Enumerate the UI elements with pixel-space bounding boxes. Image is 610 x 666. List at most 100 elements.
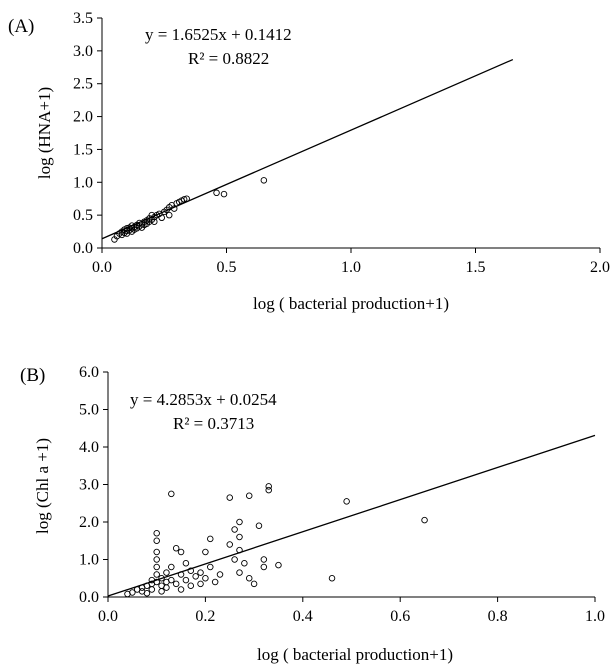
chart-b-data-point [265,486,272,494]
chart-a-data-point [180,196,188,203]
chart-b-data-point [172,545,180,552]
chart-b-x-tick-label: 0.8 [488,608,508,625]
chart-b-data-point [231,556,238,563]
chart-b-data-point [275,561,282,569]
chart-a-equation: y = 1.6525x + 0.1412 [145,25,292,44]
chart-a-data-point [260,177,268,184]
chart-a-data-point [151,218,158,225]
chart-b-data-point [236,533,243,541]
chart-b-data-point [168,563,175,571]
chart-b-data-point [177,548,185,556]
chart-a-y-tick-label: 1.0 [73,174,93,191]
chart-a-y-tick-label: 3.0 [73,43,93,60]
chart-b-y-tick-label: 5.0 [79,402,99,419]
chart-b-data-point [255,522,263,530]
chart-b-data-point [182,576,190,584]
chart-panel-a: (A) 0.0 0.5 1.0 1.5 2.0 2.5 3.0 3.5 0.0 0.5 1.0 1.5… [8,10,610,313]
chart-b-data-point [168,576,175,584]
chart-b-x-tick-label: 0.4 [293,608,313,625]
chart-b-data-point [202,548,209,556]
chart-b-plot-area: 0.0 1.0 2.0 3.0 4.0 5.0 6.0 0.0 0.2 0.4 0.6 0.8 1.0 [79,364,605,625]
chart-a-x-tick-label: 2.0 [590,259,610,276]
chart-b-y-tick-label: 0.0 [79,589,99,606]
chart-b-data-point [153,578,160,586]
chart-b-data-point [343,498,350,505]
chart-a-y-tick-label: 2.5 [73,76,93,93]
chart-a-x-tick-label: 0.5 [217,259,237,276]
chart-a-data-point [183,195,190,202]
chart-b-data-point [236,518,243,526]
chart-b-data-point [158,588,165,595]
chart-a-y-tick-label: 0.0 [73,240,93,257]
chart-b-data-point [421,516,428,524]
chart-b-data-point [260,556,268,563]
chart-b-data-point [163,584,170,591]
chart-b-data-point [245,492,253,500]
chart-b-data-point [163,569,170,576]
chart-b-data-point [226,541,233,548]
chart-b-equation: y = 4.2853x + 0.0254 [130,390,277,409]
chart-b-data-point [236,569,243,576]
chart-a-y-axis-label: log (HNA+1) [35,87,54,179]
chart-a-data-point [220,190,228,198]
chart-b-data-point [192,573,199,580]
chart-b-data-point [172,580,180,588]
chart-b-x-tick-label: 0.2 [195,608,215,625]
chart-b-data-point [260,563,268,571]
chart-b-data-point [207,535,214,543]
chart-b-data-point [216,571,224,578]
chart-a-data-point [213,189,220,197]
chart-a-y-tick-label: 3.5 [73,10,93,27]
chart-b-data-point [265,483,272,490]
chart-a-data-point [158,214,166,222]
chart-b-x-tick-label: 1.0 [585,608,605,625]
chart-a-x-tick-label: 1.0 [341,259,361,276]
chart-b-data-point [202,575,209,582]
chart-b-y-tick-label: 6.0 [79,364,99,381]
chart-b-y-tick-label: 3.0 [79,477,99,494]
chart-b-data-point [129,589,136,596]
chart-b-y-tick-label: 1.0 [79,552,99,569]
chart-b-data-point [231,526,238,533]
chart-b-data-point [241,560,248,567]
chart-b-y-axis-label: log (Chl a +1) [33,438,52,534]
chart-a-trendline [101,58,514,240]
chart-b-trendline [107,434,596,597]
chart-b-data-point [226,494,233,501]
chart-a-plot-area: 0.0 0.5 1.0 1.5 2.0 2.5 3.0 3.5 0.0 0.5 1.0 1.5 2.0 [73,10,610,276]
chart-b-data-point [328,575,336,582]
chart-b-data-point [153,563,160,571]
chart-b-data-point [182,560,190,567]
chart-b-data-point [153,571,160,578]
chart-b-data-point [197,580,204,588]
chart-b-data-point [158,575,165,582]
chart-b-r-squared: R² = 0.3713 [173,414,254,433]
chart-b-y-tick-label: 4.0 [79,439,99,456]
chart-panel-b: (B) 0.0 1.0 2.0 3.0 4.0 5.0 6.0 0.0 0.2 0.4 0.6 0.8… [20,364,605,664]
chart-a-x-axis-label: log ( bacterial production+1) [253,294,449,313]
chart-b-data-point [177,571,185,578]
chart-b-x-tick-label: 0.6 [390,608,410,625]
chart-a-y-tick-label: 1.5 [73,141,93,158]
chart-b-data-point [177,586,185,593]
chart-b-data-point [197,569,204,576]
chart-b-data-point [168,490,175,498]
chart-b-data-point [148,586,156,593]
chart-b-data-point [187,567,195,575]
panel-b-label: (B) [20,365,45,386]
chart-b-data-point [207,563,214,571]
chart-b-x-axis-label: log ( bacterial production+1) [257,645,453,664]
chart-b-data-point [153,556,160,563]
chart-b-x-tick-label: 0.0 [98,608,118,625]
chart-a-y-tick-label: 0.5 [73,207,93,224]
chart-a-x-tick-label: 0.0 [92,259,112,276]
chart-b-data-point [153,548,160,556]
chart-a-y-tick-label: 2.0 [73,109,93,126]
chart-a-x-tick-label: 1.5 [466,259,486,276]
chart-b-data-point [143,590,151,597]
chart-b-data-point [187,582,195,590]
chart-a-r-squared: R² = 0.8822 [188,49,269,68]
panel-a-label: (A) [8,16,34,37]
chart-b-data-point [211,578,219,586]
